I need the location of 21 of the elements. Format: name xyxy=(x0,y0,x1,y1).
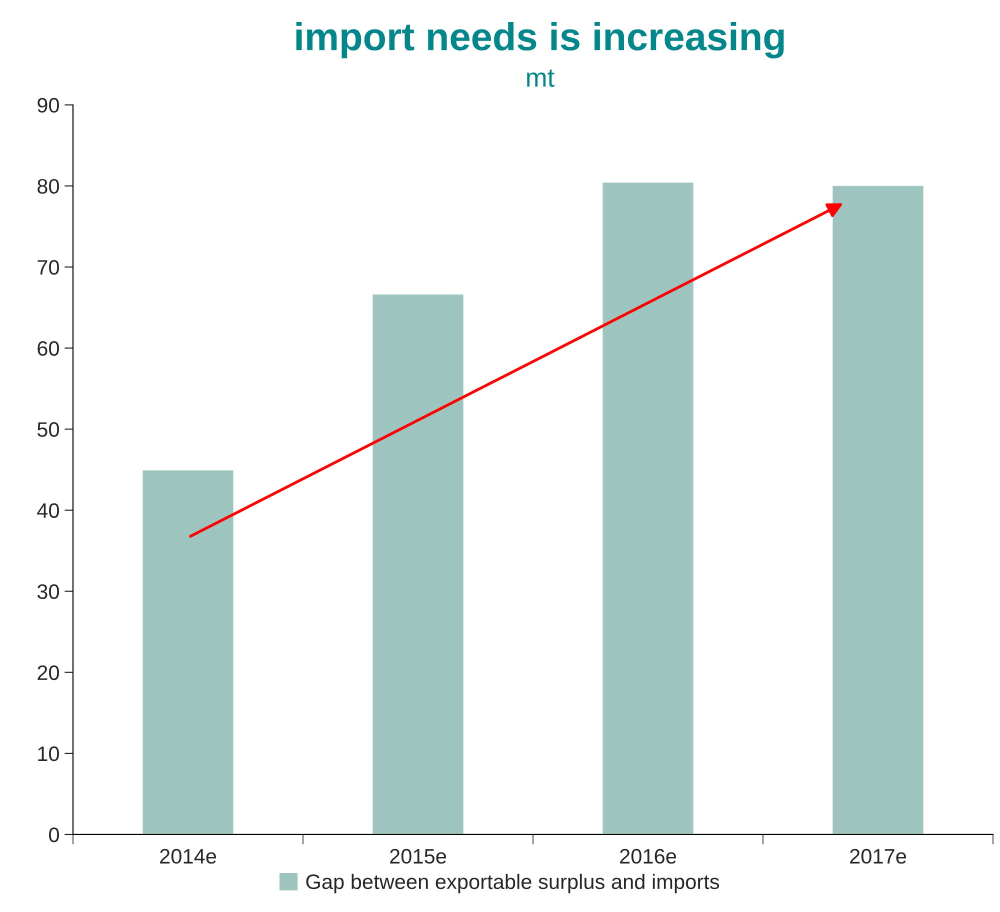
y-tick-label: 60 xyxy=(38,341,59,356)
y-tick-label: 50 xyxy=(37,422,59,437)
y-tick-label: 80 xyxy=(38,178,59,194)
y-tick-label: 20 xyxy=(38,665,59,680)
x-tick-label: 2017e xyxy=(850,848,906,864)
x-tick-label: 2015e xyxy=(390,848,446,864)
bar xyxy=(831,184,925,834)
y-tick-label: 40 xyxy=(37,503,59,518)
chart-subtitle: mt xyxy=(527,70,554,87)
x-tick-label: 2014e xyxy=(160,848,216,864)
legend-label: Gap between exportable surplus and imports xyxy=(306,874,720,894)
bar xyxy=(371,293,465,834)
y-tick-label: 10 xyxy=(38,746,59,762)
y-tick-label: 90 xyxy=(38,98,59,113)
y-tick-label: 30 xyxy=(37,584,59,600)
y-tick-label: 0 xyxy=(49,827,59,842)
y-tick-label: 70 xyxy=(38,260,59,275)
x-tick-label: 2016e xyxy=(620,848,676,864)
bar xyxy=(141,468,235,834)
chart-title: import needs is increasing xyxy=(296,22,784,58)
bar xyxy=(601,181,695,834)
